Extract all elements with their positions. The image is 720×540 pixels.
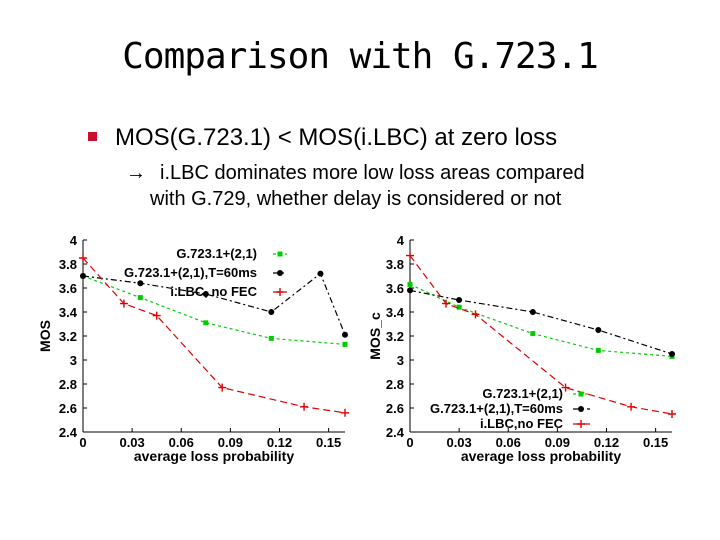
- x-tick-label: 0.09: [545, 435, 570, 450]
- data-point: [561, 383, 570, 392]
- data-point: [341, 408, 349, 417]
- data-point: [119, 299, 128, 308]
- data-point: [407, 287, 413, 294]
- legend-label: G.723.1+(2,1): [176, 246, 257, 261]
- slide-title: Comparison with G.723.1: [122, 36, 599, 77]
- chart-mosc-right: 2.4 2.6 2.8 3 3.2 3.4 3.6 3.8 4 0 0.03 0.06 0.09 0.12…: [367, 233, 676, 464]
- y-tick-label: 2.8: [386, 377, 404, 392]
- arrow-right-icon: →: [126, 162, 146, 184]
- data-point: [456, 304, 462, 310]
- y-tick-label: 3.6: [59, 281, 77, 296]
- data-point: [268, 335, 274, 341]
- x-tick-label: 0.06: [496, 435, 521, 450]
- y-tick-label: 3: [70, 353, 77, 368]
- y-tick-label: 3.8: [59, 257, 77, 272]
- x-tick-label: 0.12: [267, 435, 292, 450]
- y-tick-label: 2.4: [59, 425, 78, 440]
- y-tick-label: 4: [70, 233, 78, 248]
- data-point: [595, 327, 602, 333]
- y-tick-label: 3.4: [59, 305, 78, 320]
- bullet-text: MOS(G.723.1) < MOS(i.LBC) at zero loss: [115, 124, 558, 151]
- data-point: [202, 291, 209, 297]
- series-line: [82, 257, 346, 414]
- legend-marker: [277, 270, 283, 276]
- y-tick-label: 2.4: [386, 425, 405, 440]
- series-line: [82, 275, 346, 345]
- data-point: [137, 280, 144, 287]
- data-point: [342, 331, 348, 338]
- y-tick-label: 2.6: [59, 401, 77, 416]
- data-point: [268, 309, 275, 315]
- legend-label: G.723.1+(2,1),T=60ms: [124, 265, 257, 280]
- sub-bullet-line-2: with G.729, whether delay is considered …: [150, 188, 562, 210]
- sub-bullet-line-1: i.LBC dominates more low loss areas comp…: [160, 162, 585, 184]
- y-tick-label: 3.2: [59, 329, 77, 344]
- data-point: [137, 295, 143, 301]
- x-tick-label: 0: [79, 435, 86, 450]
- bullet-point: MOS(G.723.1) < MOS(i.LBC) at zero loss: [88, 124, 557, 152]
- x-tick-label: 0.15: [643, 435, 668, 450]
- y-tick-label: 3.8: [386, 257, 404, 272]
- x-tick-label: 0.03: [446, 435, 471, 450]
- y-tick-label: 3.2: [386, 329, 404, 344]
- y-tick-label: 2.8: [59, 377, 77, 392]
- legend-marker: [577, 420, 585, 428]
- x-tick-label: 0.15: [316, 435, 341, 450]
- data-point: [79, 254, 87, 262]
- data-point: [627, 402, 636, 411]
- series-line: [82, 272, 346, 336]
- data-point: [218, 383, 227, 392]
- data-point: [406, 251, 414, 260]
- y-tick-label: 3: [397, 353, 404, 368]
- legend-marker: [277, 251, 283, 257]
- y-tick-label: 2.6: [386, 401, 404, 416]
- legend-label: i.LBC, no FEC: [170, 284, 257, 299]
- data-point: [80, 273, 86, 279]
- data-point: [407, 281, 413, 287]
- data-point: [529, 309, 536, 315]
- y-axis-label: MOS_c: [367, 312, 383, 360]
- data-point: [300, 402, 309, 411]
- legend-label: G.723.1+(2,1): [482, 386, 563, 401]
- y-tick-label: 3.4: [386, 305, 405, 320]
- legend-label: i.LBC,no FEC: [480, 416, 564, 431]
- data-point: [152, 311, 161, 320]
- x-axis-label: average loss probability: [461, 448, 621, 464]
- x-tick-label: 0: [406, 435, 413, 450]
- legend-marker: [578, 391, 584, 397]
- data-point: [530, 331, 536, 337]
- x-axis-label: average loss probability: [134, 448, 294, 464]
- sub-bullet: → i.LBC dominates more low loss areas co…: [126, 160, 668, 212]
- data-point: [668, 410, 676, 418]
- data-point: [203, 320, 209, 326]
- data-point: [471, 310, 480, 319]
- data-point: [342, 341, 348, 347]
- bullet-square-icon: [88, 132, 97, 141]
- chart-mos-left: 2.4 2.6 2.8 3 3.2 3.4 3.6 3.8 4 0 0.03 0.06 0.09 0.12…: [37, 233, 349, 464]
- y-tick-label: 4: [397, 233, 405, 248]
- y-axis-label: MOS: [37, 320, 53, 352]
- y-tick-label: 3.6: [386, 281, 404, 296]
- x-tick-label: 0.09: [218, 435, 243, 450]
- x-tick-label: 0.06: [169, 435, 194, 450]
- series-line: [409, 283, 673, 357]
- legend-label: G.723.1+(2,1),T=60ms: [430, 401, 563, 416]
- data-point: [442, 299, 451, 308]
- data-point: [317, 270, 324, 277]
- legend-marker: [578, 406, 584, 412]
- x-tick-label: 0.12: [594, 435, 619, 450]
- series-line: [409, 289, 673, 355]
- legend-marker: [276, 288, 284, 296]
- data-point: [669, 351, 675, 357]
- data-point: [456, 297, 463, 303]
- data-point: [595, 347, 601, 353]
- series-line: [409, 255, 673, 415]
- x-tick-label: 0.03: [119, 435, 144, 450]
